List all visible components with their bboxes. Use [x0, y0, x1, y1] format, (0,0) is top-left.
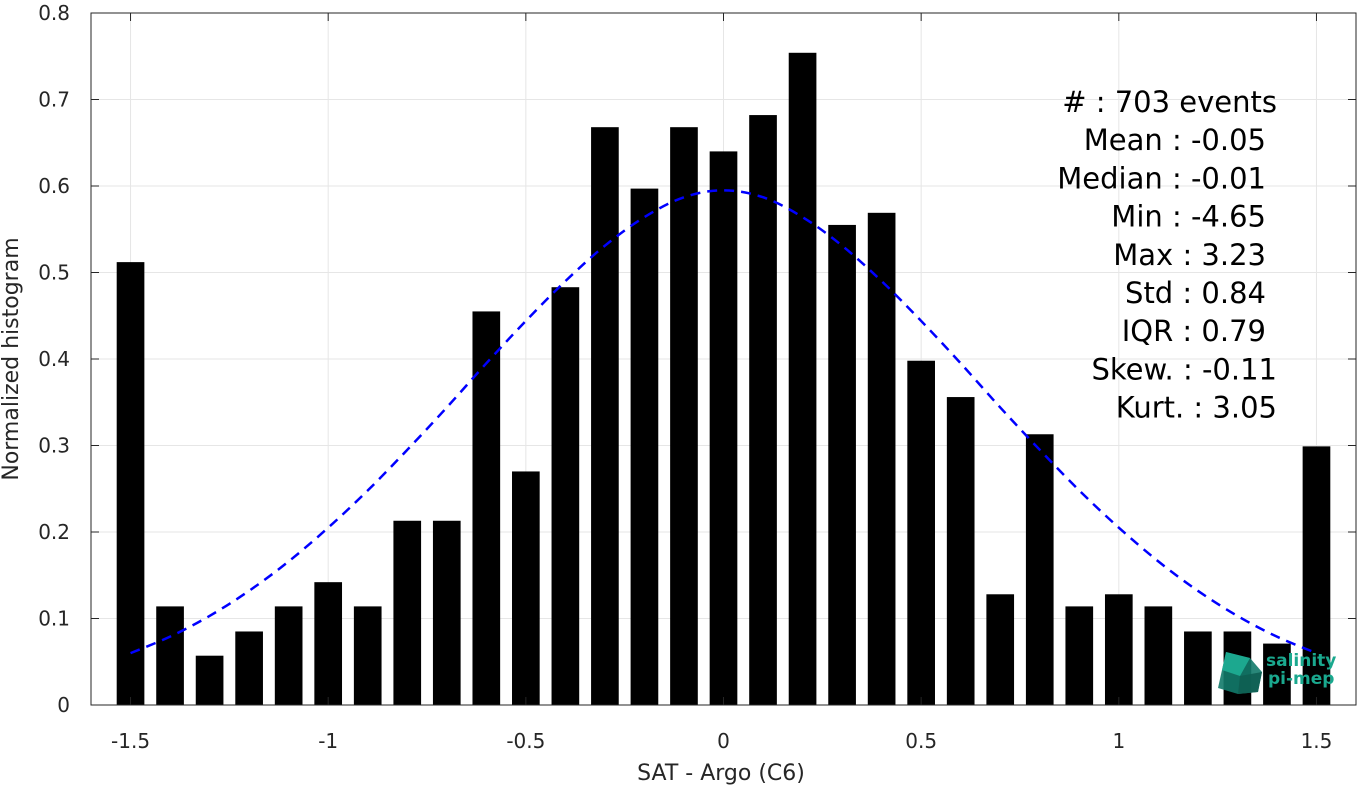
stat-line: Kurt. : 3.05 — [1116, 391, 1277, 425]
bar — [235, 631, 263, 705]
bar — [1025, 434, 1054, 705]
y-tick-label: 0.8 — [38, 1, 70, 25]
axes-frame — [90, 12, 1357, 706]
bar — [195, 655, 224, 705]
bar — [393, 520, 422, 705]
stat-line: # : 703 events — [1062, 85, 1277, 119]
y-tick-label: 0.1 — [38, 607, 70, 631]
bar — [472, 311, 501, 705]
gaussian-fit-line — [130, 189, 1317, 655]
x-tick-label: 1.5 — [1301, 729, 1333, 753]
x-tick-label: -0.5 — [506, 729, 545, 753]
bar — [1263, 643, 1291, 705]
x-tick-label: 0 — [717, 729, 730, 753]
bar — [314, 582, 343, 705]
bar — [1144, 606, 1173, 705]
bar — [946, 397, 975, 705]
salinity-pi-mep-logo: salinity pi-mep — [1218, 651, 1336, 694]
bar — [1065, 606, 1094, 705]
bar — [116, 262, 145, 705]
stat-line: Mean : -0.05 — [1084, 123, 1266, 157]
bar — [1104, 594, 1133, 705]
y-tick-label: 0.4 — [38, 347, 70, 371]
logo-line-1: salinity — [1266, 651, 1336, 671]
y-axis-label: Normalized histogram — [0, 237, 24, 480]
stat-line: Max : 3.23 — [1113, 238, 1266, 272]
stat-line: Skew. : -0.11 — [1091, 352, 1277, 386]
bar — [788, 52, 817, 706]
x-tick-labels: -1.5 -1 -0.5 0 0.5 1 1.5 — [111, 729, 1332, 753]
bar — [907, 360, 935, 705]
x-axis-label: SAT - Argo (C6) — [637, 761, 805, 786]
y-tick-label: 0.3 — [38, 434, 70, 458]
x-tick-label: -1.5 — [111, 729, 150, 753]
bar — [670, 127, 698, 706]
stat-line: Median : -0.01 — [1057, 161, 1266, 195]
y-tick-label: 0.7 — [38, 88, 70, 112]
bar-series — [116, 52, 1331, 706]
bar — [749, 115, 777, 705]
y-tick-label: 0.2 — [38, 520, 70, 544]
statistics-box: # : 703 events Mean : -0.05 Median : -0.01… — [1057, 85, 1277, 425]
y-tick-label: 0.5 — [38, 261, 70, 285]
bar — [512, 471, 540, 705]
bar — [709, 151, 738, 705]
bar — [274, 606, 303, 705]
bar — [432, 520, 461, 705]
stat-line: Min : -4.65 — [1111, 200, 1266, 234]
y-tick-label: 0 — [57, 693, 70, 717]
bar — [353, 606, 382, 705]
bar — [867, 212, 896, 705]
bar — [986, 594, 1015, 705]
bar — [1302, 446, 1331, 705]
x-tick-label: 1 — [1112, 729, 1125, 753]
x-tick-label: 0.5 — [905, 729, 937, 753]
bar — [1184, 631, 1212, 705]
bar — [591, 127, 619, 706]
bar — [828, 224, 856, 706]
logo-line-2: pi-mep — [1268, 669, 1334, 689]
y-tick-labels: 0 0.1 0.2 0.3 0.4 0.5 0.6 0.7 0.8 — [38, 1, 70, 717]
stat-line: Std : 0.84 — [1125, 276, 1266, 310]
y-tick-label: 0.6 — [38, 174, 70, 198]
bar — [156, 606, 184, 705]
bar — [630, 188, 659, 706]
bar — [551, 287, 580, 705]
x-tick-label: -1 — [318, 729, 338, 753]
stat-line: IQR : 0.79 — [1122, 314, 1266, 348]
